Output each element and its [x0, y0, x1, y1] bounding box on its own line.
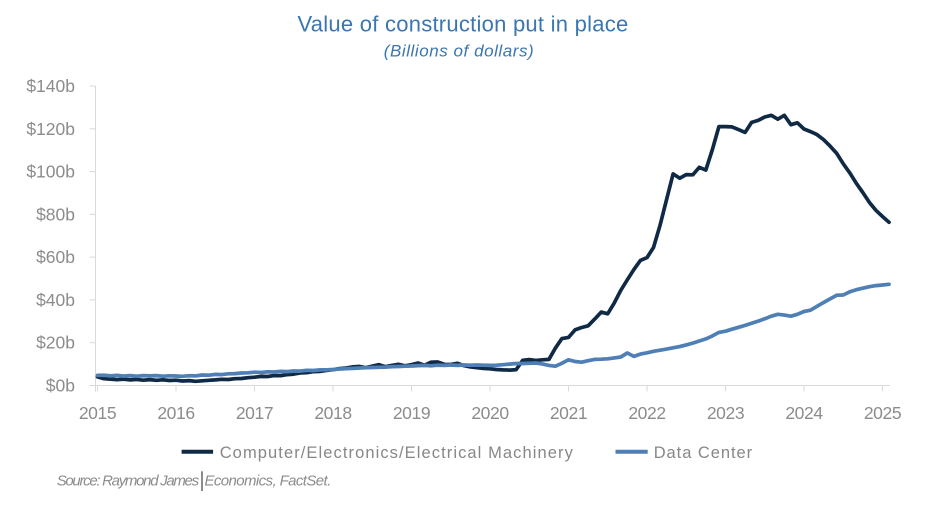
svg-text:Data Center: Data Center: [654, 444, 753, 462]
svg-text:2025: 2025: [864, 403, 901, 423]
svg-text:2018: 2018: [314, 403, 351, 423]
svg-text:2019: 2019: [393, 403, 430, 423]
svg-text:2016: 2016: [157, 403, 194, 423]
svg-text:2020: 2020: [471, 403, 509, 423]
svg-text:$20b: $20b: [36, 333, 75, 353]
svg-text:Source: Raymond James: Source: Raymond James: [57, 473, 200, 490]
svg-text:$120b: $120b: [26, 119, 75, 139]
svg-text:Value of construction put in p: Value of construction put in place: [298, 12, 629, 37]
svg-text:Computer/Electronics/Electrica: Computer/Electronics/Electrical Machiner…: [220, 444, 574, 462]
svg-text:2023: 2023: [707, 403, 744, 423]
svg-text:$140b: $140b: [26, 76, 75, 96]
svg-text:Economics, FactSet.: Economics, FactSet.: [205, 473, 331, 490]
svg-text:$100b: $100b: [26, 162, 75, 182]
svg-text:$60b: $60b: [36, 247, 75, 267]
svg-text:2022: 2022: [628, 403, 665, 423]
svg-text:2017: 2017: [236, 403, 273, 423]
svg-text:$40b: $40b: [36, 290, 75, 310]
svg-text:$0b: $0b: [46, 376, 75, 396]
svg-text:(Billions of dollars): (Billions of dollars): [384, 42, 534, 61]
svg-text:2024: 2024: [785, 403, 823, 423]
svg-text:2021: 2021: [550, 403, 587, 423]
svg-text:2015: 2015: [79, 403, 116, 423]
svg-text:$80b: $80b: [36, 204, 75, 224]
